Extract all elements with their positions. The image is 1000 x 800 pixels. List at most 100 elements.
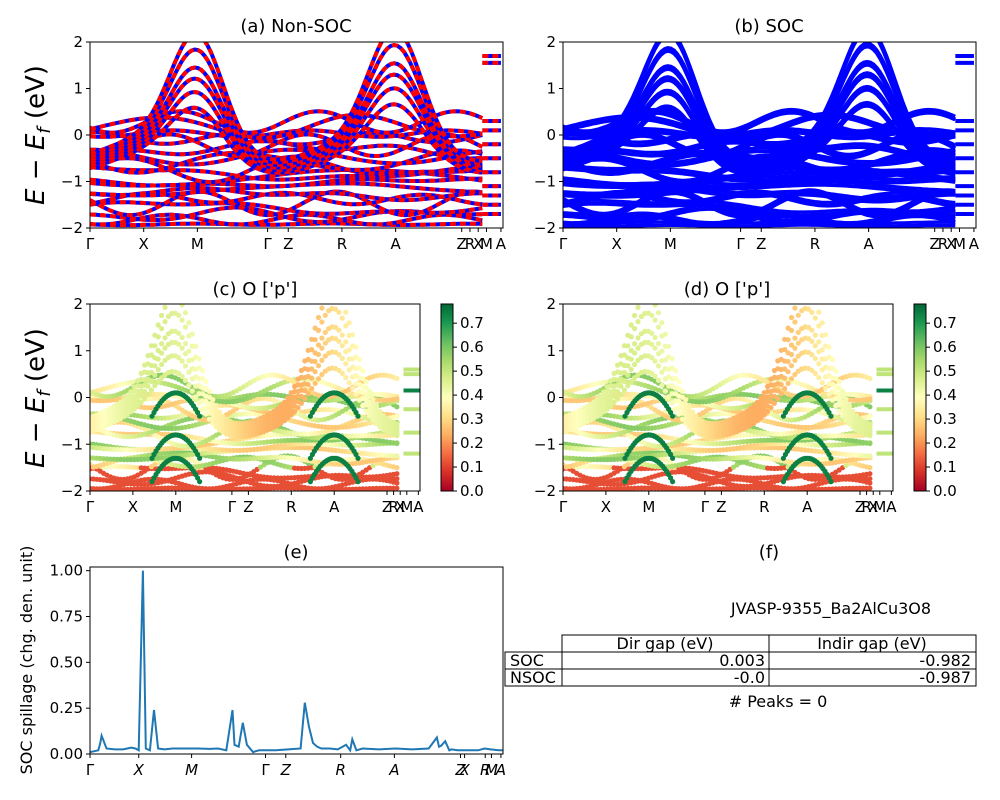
band-line: [563, 222, 956, 228]
projected-point: [823, 385, 829, 391]
band-line-overlay: [90, 72, 483, 171]
projected-point: [145, 353, 151, 359]
projected-point: [302, 358, 308, 364]
band-line-overlay: [90, 42, 483, 166]
projected-point: [355, 479, 361, 485]
band-line-overlay: [90, 61, 483, 168]
projected-point: [628, 366, 634, 373]
panel-b-title: (b) SOC: [734, 16, 803, 37]
projected-point: [165, 313, 171, 320]
projected-point: [152, 383, 158, 389]
projected-point: [652, 304, 658, 308]
projected-point: [353, 344, 359, 350]
projected-point: [197, 479, 203, 485]
projected-point: [662, 331, 668, 337]
projected-point: [809, 338, 815, 344]
projected-point: [666, 394, 672, 400]
projected-point: [336, 367, 342, 373]
projected-point: [788, 342, 795, 348]
projected-point: [809, 352, 815, 358]
band-line-overlay: [90, 221, 483, 228]
projected-point: [792, 335, 798, 341]
projected-point: [182, 341, 189, 347]
projected-point: [628, 322, 634, 328]
projected-point: [625, 332, 631, 338]
projected-point: [394, 465, 400, 471]
panel-e-ylabel: SOC spillage (chg. den. unit): [17, 546, 36, 775]
projected-point: [679, 388, 686, 394]
projected-point: [632, 326, 638, 332]
projected-point: [394, 476, 400, 482]
projected-point: [778, 391, 784, 397]
projected-point: [159, 375, 165, 381]
projected-point: [220, 413, 226, 419]
projected-point: [867, 485, 873, 491]
projected-point: [159, 326, 165, 332]
projected-point: [176, 312, 182, 318]
projected-point: [816, 323, 822, 329]
projected-point: [867, 476, 873, 482]
projected-point: [785, 350, 791, 356]
projected-point: [322, 329, 328, 335]
projected-point: [295, 376, 301, 382]
projected-point: [625, 355, 631, 361]
projected-point: [618, 353, 624, 359]
projected-point: [363, 385, 369, 391]
projected-point: [176, 355, 182, 361]
projected-point: [649, 330, 655, 336]
projected-point: [638, 313, 645, 320]
projected-point: [305, 391, 311, 397]
projected-point: [179, 334, 185, 341]
projected-point: [346, 380, 352, 386]
projected-point: [131, 384, 137, 390]
projected-point: [628, 347, 634, 354]
projected-point: [186, 369, 192, 375]
band-line-overlay: [90, 102, 483, 175]
projected-point: [782, 385, 788, 392]
projected-point: [186, 382, 192, 388]
projected-point: [867, 404, 873, 410]
projected-point: [867, 480, 873, 486]
projected-point: [635, 304, 641, 310]
projected-point: [652, 358, 658, 364]
projected-point: [394, 396, 400, 402]
projected-point: [649, 341, 655, 347]
projected-point: [367, 388, 373, 394]
panel-c-ylabel: E − Ef (eV): [21, 328, 55, 468]
projected-point: [319, 345, 325, 351]
projected-point: [315, 376, 322, 382]
projected-point: [394, 421, 400, 427]
projected-point: [162, 357, 168, 363]
projected-point: [601, 389, 607, 395]
panel-c-title: (c) O ['p']: [213, 279, 298, 300]
projected-point: [152, 332, 158, 338]
projected-point: [792, 345, 798, 351]
projected-point: [792, 319, 798, 325]
projected-point: [176, 370, 182, 376]
projected-point: [312, 325, 318, 331]
projected-point: [635, 357, 641, 363]
projected-point: [281, 399, 287, 405]
band-line: [90, 189, 483, 218]
projected-point: [196, 356, 202, 362]
projected-point: [148, 343, 154, 349]
projected-point: [394, 404, 400, 410]
projected-point: [867, 440, 873, 447]
projected-point: [322, 340, 328, 346]
band-line-overlay: [90, 42, 483, 163]
projected-point: [795, 353, 801, 359]
projected-point: [312, 380, 318, 386]
projected-point: [836, 385, 842, 391]
projected-point: [179, 345, 185, 351]
projected-point: [659, 382, 665, 388]
projected-point: [394, 375, 400, 382]
projected-point: [305, 347, 311, 353]
projected-point: [649, 312, 655, 318]
projected-point: [339, 343, 345, 349]
projected-point: [652, 317, 658, 323]
projected-point: [162, 304, 168, 310]
projected-point: [758, 395, 764, 401]
band-line-overlay: [90, 186, 483, 203]
projected-point: [809, 309, 815, 315]
